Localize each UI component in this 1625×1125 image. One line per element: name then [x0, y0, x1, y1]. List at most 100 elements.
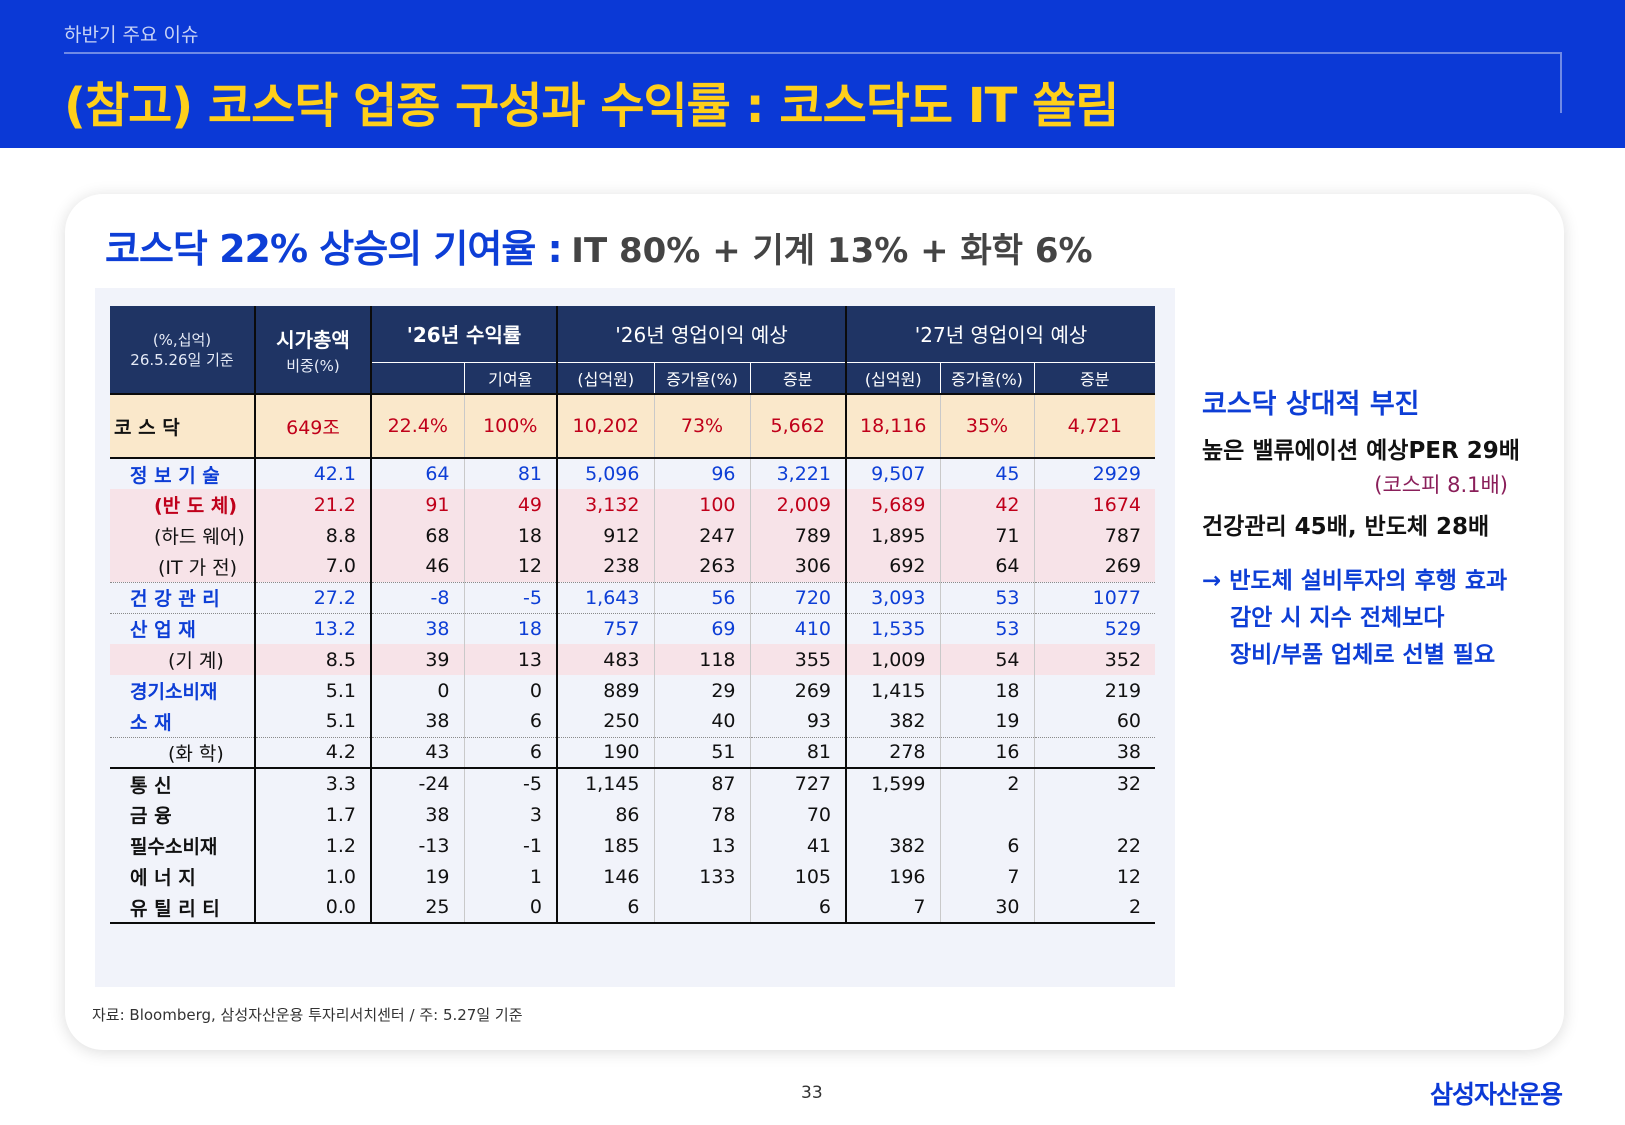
cell: 3.3 [254, 768, 371, 799]
cell: 68 [370, 520, 464, 551]
cell [939, 799, 1034, 830]
table-row-chemicals: (화 학) 4.2 43 6 190 51 81 278 16 38 [110, 737, 1156, 769]
cell: 32 [1033, 768, 1156, 799]
cell: 12 [1033, 861, 1156, 892]
cell: 1,895 [845, 520, 940, 551]
cell: 1.7 [254, 799, 371, 830]
cell: 10,202 [556, 393, 654, 459]
cell: -1 [463, 830, 557, 861]
cell: 355 [749, 644, 846, 675]
cell: 35% [939, 393, 1034, 459]
cell: 81 [463, 458, 557, 489]
cell: 6 [463, 706, 557, 738]
cell: 38 [1033, 737, 1156, 769]
cell: 247 [653, 520, 750, 551]
table-row-it: 정 보 기 술 42.1 64 81 5,096 96 3,221 9,507 … [110, 458, 1156, 489]
row-label: (화 학) [110, 737, 255, 769]
cell: 3 [463, 799, 557, 830]
cell: 8.8 [254, 520, 371, 551]
cell: 118 [653, 644, 750, 675]
row-label: 금 융 [130, 805, 172, 827]
cell: 352 [1033, 644, 1156, 675]
cell: 3,221 [749, 458, 846, 489]
cell: 720 [749, 582, 846, 614]
cell: 382 [845, 706, 940, 738]
cell: 25 [370, 892, 464, 924]
cell: 5.1 [254, 706, 371, 738]
cell: 6 [939, 830, 1034, 861]
cell: 3,132 [556, 489, 654, 520]
sub-header: (십억원) [845, 361, 940, 394]
side-conclusion-line: 장비/부품 업체로 선별 필요 [1230, 642, 1496, 668]
table-row-staples: 필수소비재 1.2 -13 -1 185 13 41 382 6 22 [110, 830, 1156, 861]
cell: 410 [749, 613, 846, 644]
cell: 0 [463, 675, 557, 706]
table-row-hardware: (하드 웨어) 8.8 68 18 912 247 789 1,895 71 7… [110, 520, 1156, 551]
cell: 2,009 [749, 489, 846, 520]
table-row-utilities: 유 틸 리 티 0.0 25 0 6 6 7 30 2 [110, 892, 1156, 924]
cell: -8 [370, 582, 464, 614]
cell: 2929 [1033, 458, 1156, 489]
cell: 39 [370, 644, 464, 675]
row-label: 통 신 [130, 774, 172, 797]
cell: 787 [1033, 520, 1156, 551]
cell: 45 [939, 458, 1034, 489]
sub-header: 증분 [749, 361, 846, 394]
cell: 5.1 [254, 675, 371, 706]
cell: 70 [749, 799, 846, 830]
sub-header: 증가율(%) [939, 361, 1034, 394]
header-divider-end [1560, 52, 1562, 113]
cell: 40 [653, 706, 750, 738]
cell: 41 [749, 830, 846, 861]
cell: 1.0 [254, 861, 371, 892]
cell: 0 [463, 892, 557, 924]
source-note: 자료: Bloomberg, 삼성자산운용 투자리서치센터 / 주: 5.27일… [92, 1006, 523, 1024]
side-title: 코스닥 상대적 부진 [1202, 389, 1420, 420]
cell: 757 [556, 613, 654, 644]
cell: 190 [556, 737, 654, 769]
cell: 1,145 [556, 768, 654, 799]
cell: 269 [749, 675, 846, 706]
sub-header: 증분 [1033, 361, 1156, 394]
side-conclusion-line: → 반도체 설비투자의 후행 효과 [1202, 568, 1508, 594]
cell: 1,415 [845, 675, 940, 706]
cell: 64 [939, 551, 1034, 583]
cell: 22 [1033, 830, 1156, 861]
cell: 18,116 [845, 393, 940, 459]
cell: 43 [370, 737, 464, 769]
side-kospi-per: (코스피 8.1배) [1374, 473, 1508, 497]
cell: 81 [749, 737, 846, 769]
cell: 219 [1033, 675, 1156, 706]
cell: 8.5 [254, 644, 371, 675]
cell: 86 [556, 799, 654, 830]
row-label: 소 재 [110, 706, 255, 738]
cell: 1674 [1033, 489, 1156, 520]
cell: 100% [463, 393, 557, 459]
cell: 5,689 [845, 489, 940, 520]
sub-header-blank [370, 361, 464, 394]
cell: 22.4% [370, 393, 464, 459]
cell: 51 [653, 737, 750, 769]
cell: 889 [556, 675, 654, 706]
cell: 483 [556, 644, 654, 675]
side-conclusion-line: 감안 시 지수 전체보다 [1230, 605, 1445, 631]
ret-26-label: '26년 수익률 [406, 323, 522, 348]
cell: -5 [463, 582, 557, 614]
cell: 100 [653, 489, 750, 520]
sub-header: 증가율(%) [653, 361, 750, 394]
cell: 196 [845, 861, 940, 892]
cell: 1.2 [254, 830, 371, 861]
corner-unit: (%,십억) [152, 330, 212, 349]
cell: 1 [463, 861, 557, 892]
cell: 1,643 [556, 582, 654, 614]
ret-26-header: '26년 수익률 [370, 306, 557, 362]
cell: 73% [653, 393, 750, 459]
cell: 19 [939, 706, 1034, 738]
cell: 692 [845, 551, 940, 583]
cell: 54 [939, 644, 1034, 675]
cell: 6 [556, 892, 654, 924]
cell: 53 [939, 582, 1034, 614]
cell: 18 [939, 675, 1034, 706]
corner-date: 26.5.26일 기준 [130, 350, 234, 369]
cell: 7.0 [254, 551, 371, 583]
